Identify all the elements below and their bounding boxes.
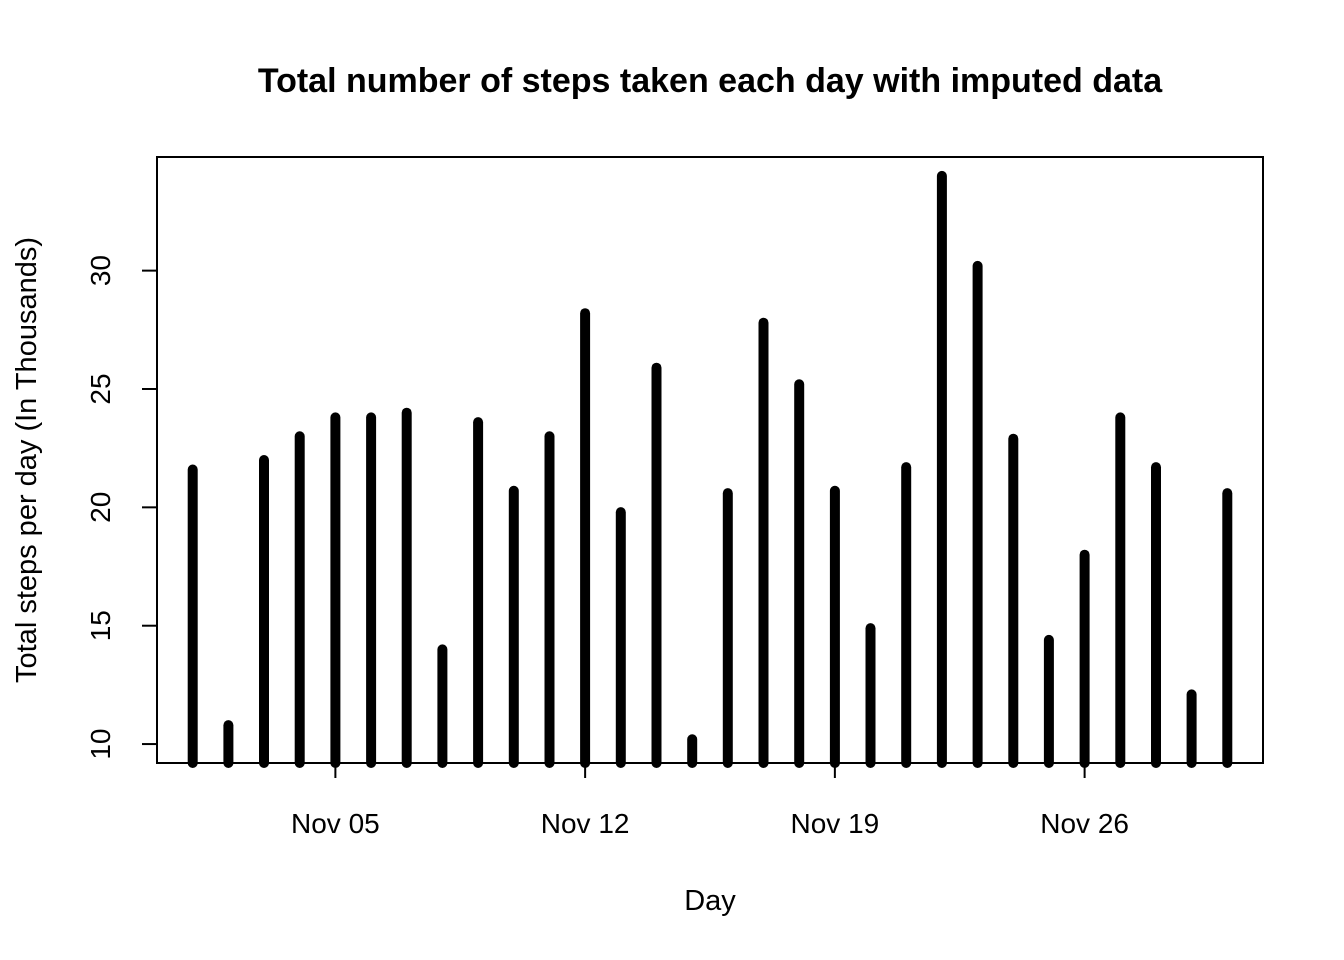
x-tick-label: Nov 19 — [791, 808, 880, 839]
y-axis-label: Total steps per day (In Thousands) — [11, 237, 43, 683]
x-tick-label: Nov 12 — [541, 808, 630, 839]
y-tick-label: 25 — [85, 373, 116, 404]
plot-frame — [156, 156, 1264, 764]
x-tick-label: Nov 05 — [291, 808, 380, 839]
y-tick-label: 30 — [85, 255, 116, 286]
x-axis: Nov 05 Nov 12 Nov 19 Nov 26 — [291, 763, 1129, 839]
bars-group — [187, 170, 1233, 768]
chart-title: Total number of steps taken each day wit… — [258, 62, 1163, 100]
y-tick-label: 20 — [85, 492, 116, 523]
y-tick-label: 15 — [85, 610, 116, 641]
y-tick-label: 10 — [85, 729, 116, 760]
x-axis-label: Day — [684, 885, 736, 917]
y-axis: 10 15 20 25 30 — [85, 255, 157, 760]
x-tick-label: Nov 26 — [1040, 808, 1129, 839]
